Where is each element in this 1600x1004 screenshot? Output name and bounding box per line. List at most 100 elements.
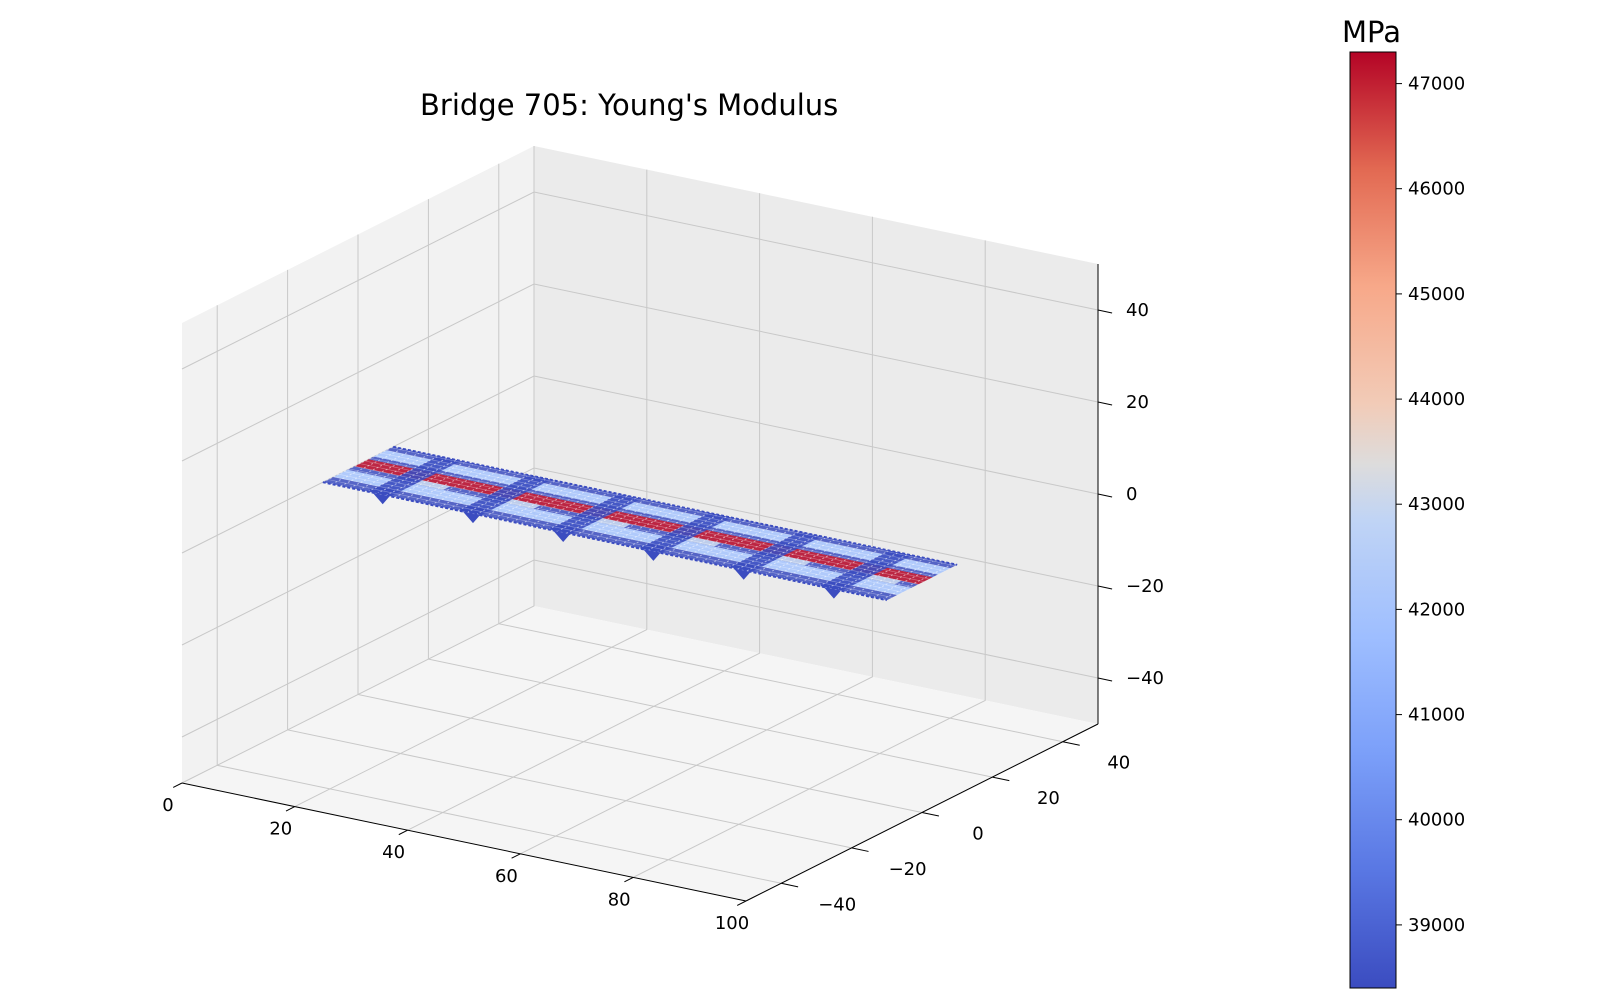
x-tick: [172, 782, 183, 788]
mesh-line: [333, 476, 898, 596]
deck-edge: [392, 445, 958, 566]
mesh-line: [364, 460, 930, 580]
mesh-line: [873, 561, 944, 598]
x-tick: [511, 853, 521, 859]
mesh-line: [710, 527, 782, 564]
mesh-line: [611, 506, 683, 544]
x-tick-label: 100: [715, 913, 749, 934]
y-tick-label: −40: [818, 894, 856, 915]
mesh-line: [863, 559, 935, 596]
x-tick-label: 40: [382, 842, 405, 863]
mesh-line: [620, 508, 692, 545]
grid-line-x: [632, 240, 986, 878]
mesh-line: [882, 563, 953, 600]
mesh-line: [338, 473, 903, 593]
mesh-line: [380, 452, 945, 572]
mesh-line: [728, 531, 800, 568]
chart-title: Bridge 705: Young's Modulus: [420, 88, 839, 122]
mesh-line: [367, 455, 439, 493]
mesh-line: [343, 471, 908, 590]
mesh-line: [412, 465, 484, 502]
mesh-line: [322, 446, 394, 483]
y-tick: [851, 847, 869, 852]
mesh-line: [466, 476, 538, 513]
mesh-line: [575, 499, 647, 536]
mesh-line: [656, 516, 728, 553]
z-tick: [1097, 309, 1113, 314]
mesh-line: [665, 518, 737, 555]
x-tick: [624, 876, 634, 883]
mesh-line: [430, 469, 502, 506]
grid-line-y: [287, 269, 852, 849]
z-tick: [1097, 585, 1113, 590]
mesh-line: [827, 552, 899, 589]
colorbar-tick-label: 42000: [1408, 599, 1465, 620]
mesh-line: [566, 497, 638, 534]
mesh-line: [439, 470, 511, 508]
mesh-line: [375, 455, 940, 574]
colorbar-tick-label: 41000: [1408, 705, 1465, 726]
mesh-line: [421, 467, 493, 504]
mesh-line: [845, 555, 917, 593]
y-tick-label: 0: [972, 824, 983, 845]
x-tick: [285, 806, 296, 812]
mesh-line: [475, 478, 547, 515]
z-tick: [1097, 677, 1113, 682]
z-tick-label: 0: [1126, 484, 1137, 505]
mesh-line: [773, 540, 845, 578]
mesh-line: [683, 521, 755, 559]
crossbeam: [367, 456, 461, 497]
mesh-line: [629, 510, 701, 547]
mesh-line: [701, 525, 773, 562]
mesh-line: [764, 538, 836, 576]
mesh-line: [746, 535, 818, 572]
mesh-line: [448, 472, 520, 510]
grid-line-y: [427, 199, 993, 778]
colorbar-tick-label: 39000: [1408, 915, 1465, 936]
mesh-line: [737, 533, 809, 570]
grid-line-z: [181, 375, 1099, 554]
y-tick: [992, 776, 1010, 782]
colorbar-scale: [1349, 51, 1397, 989]
grid-line-z: [181, 191, 1099, 370]
z-tick-label: 20: [1126, 392, 1149, 413]
colorbar-tick-label: 45000: [1408, 284, 1465, 305]
grid-line-z: [181, 283, 1099, 462]
mesh-line: [809, 548, 881, 585]
mesh-line: [638, 512, 710, 549]
colorbar-tick-label: 44000: [1408, 389, 1465, 410]
mesh-line: [331, 448, 403, 485]
crossbeam: [548, 494, 642, 535]
mesh-line: [328, 479, 893, 598]
colorbar: 39000 40000 41000 42000 43000 44000 45000 46000…: [1349, 51, 1465, 989]
y-tick: [1062, 741, 1080, 746]
crossbeam: [638, 512, 732, 553]
colorbar-tick-label: 46000: [1408, 179, 1465, 200]
mesh-line: [394, 461, 466, 498]
mesh-line: [593, 502, 665, 540]
mesh-line: [539, 491, 611, 528]
grid-line-y: [216, 305, 782, 884]
mesh-line: [818, 550, 890, 587]
mesh-line: [340, 450, 412, 487]
z-tick-label: −20: [1126, 576, 1164, 597]
x-axis-line: [181, 782, 747, 902]
colorbar-tick-label: 40000: [1408, 810, 1465, 831]
grid-line-z: [181, 467, 1099, 646]
x-tick: [736, 900, 747, 906]
deck-edge: [322, 481, 888, 602]
x-tick-label: 60: [495, 866, 518, 887]
mesh-line: [457, 474, 529, 511]
mesh-line: [557, 495, 629, 532]
mesh-line: [791, 544, 863, 581]
mesh-line: [386, 450, 951, 569]
mesh-line: [782, 542, 854, 579]
crossbeam: [458, 475, 552, 516]
mesh-line: [548, 493, 620, 530]
mesh-line: [359, 463, 924, 582]
crossbeam: [728, 531, 822, 572]
mesh-line: [376, 457, 448, 494]
mesh-line: [349, 468, 914, 588]
